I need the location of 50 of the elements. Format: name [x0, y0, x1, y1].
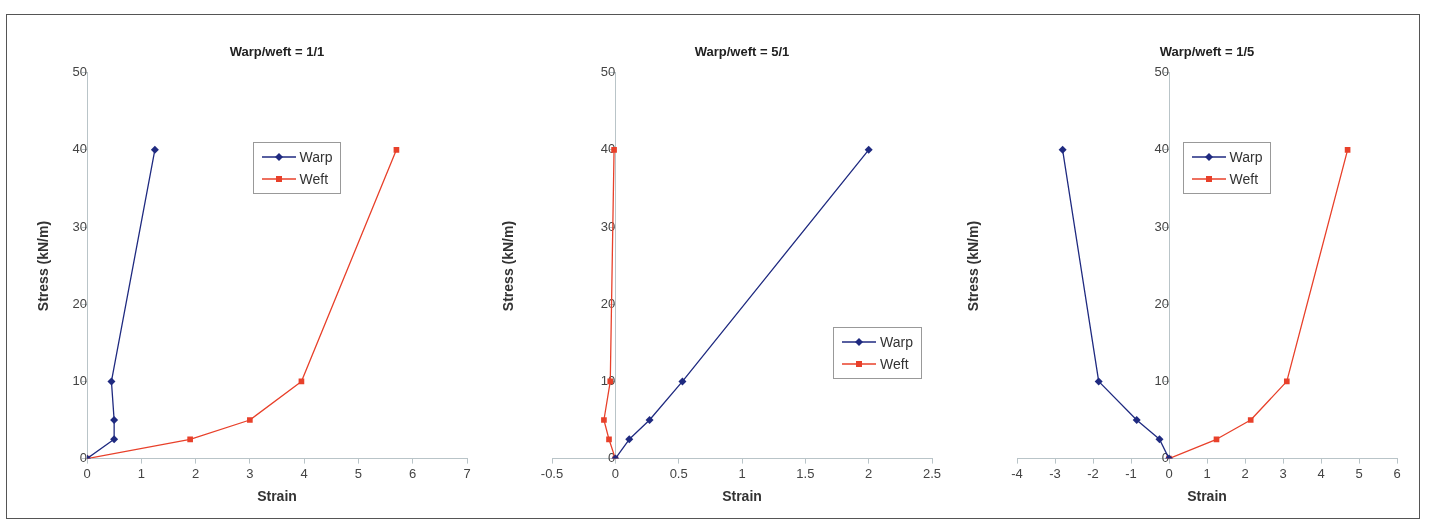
legend-label: Warp	[299, 148, 333, 168]
x-axis-title: Strain	[1187, 488, 1227, 505]
x-axis-title: Strain	[722, 488, 762, 505]
x-tick-label: -2	[1087, 465, 1099, 481]
x-tick-label: 0.5	[669, 465, 688, 481]
x-tick-label: -0.5	[540, 465, 564, 481]
x-tick-label: -4	[1011, 465, 1023, 481]
x-tick-label: 3	[1279, 465, 1287, 481]
y-tick-label: 0	[79, 450, 87, 466]
x-tick-label: 7	[463, 465, 471, 481]
y-axis-title: Stress (kN/m)	[500, 220, 517, 311]
x-tick-label: 5	[354, 465, 363, 481]
x-tick-label: 1	[738, 465, 746, 481]
y-tick-label: 50	[600, 64, 616, 80]
legend-label: Weft	[880, 355, 909, 375]
y-tick-label: 30	[1154, 218, 1169, 234]
y-tick-label: 20	[1154, 295, 1169, 311]
x-tick-label: 4	[1317, 465, 1325, 481]
y-tick-label: 50	[1154, 64, 1169, 80]
y-tick-label: 10	[1154, 372, 1169, 388]
chart-title: Warp/weft = 1/1	[229, 44, 325, 60]
legend-label: Warp	[880, 333, 913, 353]
legend-label: Warp	[1229, 148, 1263, 168]
x-tick-label: -3	[1049, 465, 1061, 481]
y-tick-label: 50	[72, 64, 87, 80]
x-tick-label: 1	[137, 465, 145, 481]
y-tick-label: 40	[1154, 141, 1169, 157]
x-tick-label: 6	[409, 465, 417, 481]
y-axis-title: Stress (kN/m)	[965, 220, 982, 311]
x-axis-title: Strain	[257, 488, 297, 505]
x-tick-label: 6	[1393, 465, 1401, 481]
x-tick-label: 3	[246, 465, 254, 481]
x-tick-label: -1	[1125, 465, 1137, 481]
x-tick-label: 1.5	[796, 465, 815, 481]
y-axis-title: Stress (kN/m)	[35, 220, 52, 311]
y-tick-label: 30	[72, 218, 87, 234]
legend-label: Weft	[299, 170, 329, 190]
x-tick-label: 2	[1241, 465, 1249, 481]
y-tick-label: 20	[72, 295, 87, 311]
y-tick-label: 10	[72, 372, 87, 388]
x-tick-label: 2	[191, 465, 200, 481]
y-tick-label: 40	[72, 141, 87, 157]
chart-title: Warp/weft = 1/5	[1159, 44, 1255, 60]
chart-title: Warp/weft = 5/1	[694, 44, 790, 60]
x-tick-label: 2.5	[922, 465, 942, 481]
x-tick-label: 5	[1355, 465, 1363, 481]
x-tick-label: 1	[1203, 465, 1211, 481]
x-tick-label: 2	[865, 465, 873, 481]
x-tick-label: 4	[300, 465, 308, 481]
legend-label: Weft	[1229, 170, 1259, 190]
